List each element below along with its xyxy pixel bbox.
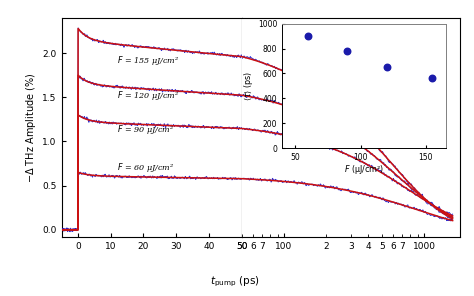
Y-axis label: $\langle\tau\rangle$ (ps): $\langle\tau\rangle$ (ps) — [242, 71, 255, 101]
Text: $F$ = 60 μJ/cm²: $F$ = 60 μJ/cm² — [117, 161, 174, 174]
Text: $F$ = 90 μJ/cm²: $F$ = 90 μJ/cm² — [117, 123, 174, 136]
Point — [383, 65, 391, 70]
Point — [304, 34, 312, 38]
Text: $F$ = 155 μJ/cm²: $F$ = 155 μJ/cm² — [117, 54, 180, 67]
X-axis label: $F$ (μJ/cm²): $F$ (μJ/cm²) — [344, 163, 384, 176]
Text: $t_\mathrm{pump}$ (ps): $t_\mathrm{pump}$ (ps) — [210, 275, 259, 289]
Text: $F$ = 120 μJ/cm²: $F$ = 120 μJ/cm² — [117, 89, 180, 102]
Y-axis label: $-\Delta$ THz Amplitude (%): $-\Delta$ THz Amplitude (%) — [24, 72, 38, 183]
Point — [428, 76, 436, 81]
Point — [344, 49, 351, 53]
